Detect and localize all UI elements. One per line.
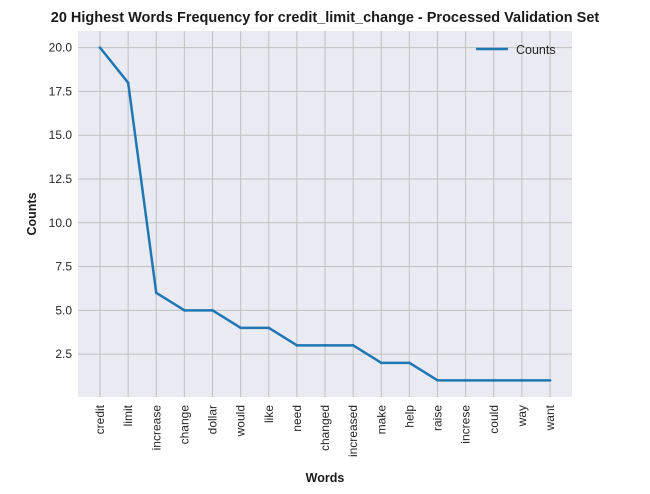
data-point — [379, 361, 383, 365]
data-point — [436, 379, 439, 382]
data-point — [98, 46, 102, 49]
x-tick-label: dollar — [206, 405, 220, 434]
x-tick-label: like — [262, 405, 276, 423]
data-point — [351, 344, 355, 347]
data-point — [295, 344, 299, 347]
x-tick-label: increse — [459, 405, 473, 444]
data-point — [408, 361, 411, 365]
data-point — [464, 379, 467, 382]
y-tick-label: 12.5 — [49, 172, 73, 186]
x-tick-label: change — [177, 405, 191, 445]
y-tick-label: 10.0 — [49, 216, 73, 230]
data-point — [267, 326, 271, 330]
x-tick-labels: credit limit increase change dollar would like… — [93, 404, 557, 457]
x-tick-label: could — [487, 405, 501, 434]
x-tick-label: increase — [149, 405, 163, 451]
x-tick-label: way — [515, 405, 529, 427]
grid-lines — [78, 31, 572, 397]
data-point — [520, 379, 524, 382]
x-tick-label: raise — [431, 405, 445, 431]
data-point — [126, 81, 130, 84]
data-point — [548, 379, 552, 382]
x-tick-label: increased — [346, 405, 360, 457]
data-point — [211, 309, 214, 312]
x-axis-label: Words — [306, 471, 345, 485]
x-tick-label: want — [543, 404, 557, 431]
legend-label: Counts — [516, 43, 556, 57]
x-tick-label: credit — [93, 404, 107, 434]
data-point — [323, 344, 327, 347]
y-tick-labels: 2.5 5.0 7.5 10.0 12.5 15.0 17.5 20.0 — [49, 41, 73, 361]
data-point — [183, 309, 186, 312]
legend: Counts — [476, 43, 556, 57]
data-point — [492, 379, 496, 382]
y-tick-label: 7.5 — [55, 260, 72, 274]
x-tick-label: help — [402, 405, 416, 428]
y-tick-label: 17.5 — [49, 84, 73, 98]
series-lines — [98, 46, 552, 382]
chart-title: 20 Highest Words Frequency for credit_li… — [51, 10, 600, 26]
x-tick-label: need — [290, 405, 304, 432]
x-tick-label: make — [374, 405, 388, 435]
y-tick-label: 20.0 — [49, 41, 73, 55]
data-point — [239, 326, 242, 330]
x-tick-label: would — [234, 405, 248, 437]
data-point — [154, 291, 158, 295]
y-tick-label: 15.0 — [49, 128, 73, 142]
x-tick-label: limit — [121, 404, 135, 426]
y-tick-label: 2.5 — [55, 347, 72, 361]
y-tick-label: 5.0 — [55, 303, 72, 317]
x-tick-label: changed — [318, 405, 332, 451]
y-axis-label: Counts — [25, 192, 39, 235]
